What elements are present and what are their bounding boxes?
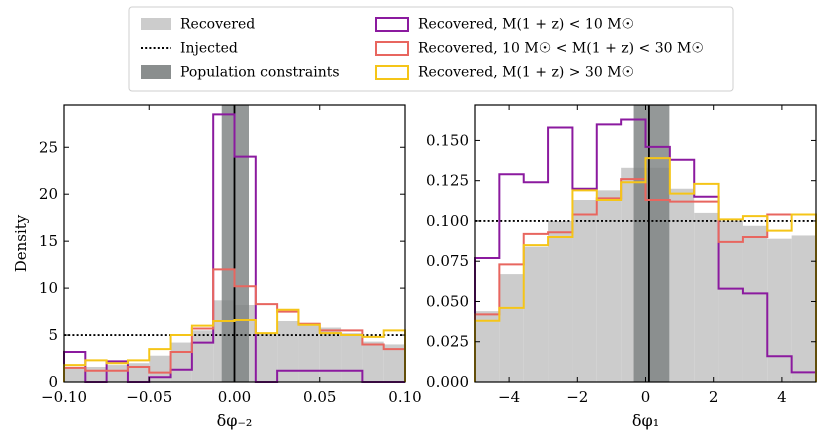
axes-frame-left [63,104,406,383]
series-step-high-mass-left [63,308,406,382]
recovered-bar-right-10 [718,220,743,382]
recovered-bar-right-5 [596,190,622,382]
chart-left-delta-phi-minus2: −0.10 −0.05 0.00 0.05 0.10 0 5 10 15 20 25 δφ₋₂ De… [12,104,422,430]
y-tick-label-left-5: 25 [39,138,58,156]
recovered-bar-left-15 [383,344,405,382]
y-axis-label-left: Density [12,214,30,272]
x-tick-label-right-1: −2 [566,388,588,406]
recovered-bar-left-5 [170,342,192,382]
legend-label-high-mass: Recovered, M(1 + z) > 30 M☉ [418,65,634,81]
recovered-bar-left-13 [341,333,363,382]
y-tick-label-right-5: 0.125 [426,172,469,190]
recovered-bar-right-8 [669,188,695,382]
recovered-bar-right-4 [572,200,597,382]
legend-swatch-low-mass [375,17,409,32]
recovered-bar-right-11 [742,225,768,382]
x-tick-label-left-1: −0.05 [126,388,172,406]
recovered-bar-left-9 [255,333,278,382]
x-axis-label-right: δφ₁ [632,411,659,430]
y-tick-label-left-4: 20 [39,185,58,203]
legend-swatch-population [141,65,171,79]
recovered-bar-right-1 [499,274,524,382]
legend-label-injected: Injected [180,41,238,57]
x-tick-label-left-0: −0.10 [41,388,87,406]
recovered-bar-right-12 [767,238,792,382]
population-band-right [633,105,670,382]
y-tick-label-left-0: 0 [48,373,58,391]
legend-label-population: Population constraints [180,65,340,81]
y-tick-label-right-0: 0.000 [426,373,469,391]
recovered-bar-left-6 [191,330,214,382]
series-step-low-mass-left [63,113,405,383]
legend-frame [128,6,734,92]
recovered-bar-left-14 [362,341,384,382]
axes-frame-right [474,104,817,383]
y-tick-label-left-1: 5 [48,326,58,344]
recovered-bar-right-3 [548,220,573,382]
recovered-bar-left-4 [149,355,171,382]
series-step-high-mass-right [474,157,817,382]
y-tick-label-right-6: 0.150 [426,131,469,149]
y-tick-label-right-3: 0.075 [426,252,469,270]
y-tick-label-right-4: 0.100 [426,212,469,230]
recovered-bar-right-0 [475,311,500,382]
recovered-bar-left-1 [85,366,107,382]
legend-swatch-recovered [141,18,171,30]
y-tick-label-right-1: 0.025 [426,333,469,351]
x-tick-label-right-2: 0 [641,388,651,406]
y-tick-label-left-2: 10 [39,279,58,297]
legend-swatch-mid-mass [375,41,409,56]
x-axis-label-left: δφ₋₂ [217,411,253,430]
recovered-bar-left-10 [277,320,299,382]
legend: Recovered Injected Population constraint… [128,6,734,92]
legend-label-recovered: Recovered [180,17,255,33]
recovered-bar-right-2 [523,246,549,382]
recovered-bar-right-9 [694,212,719,382]
recovered-bar-right-13 [791,235,816,382]
recovered-bar-left-11 [298,322,320,382]
x-tick-label-left-2: 0.00 [218,388,251,406]
series-step-mid-mass-left [63,268,406,382]
x-tick-label-left-4: 0.10 [388,388,421,406]
y-tick-label-right-2: 0.050 [426,292,469,310]
recovered-bar-left-12 [319,327,342,382]
recovered-bar-left-0 [64,367,86,382]
y-tick-label-left-3: 15 [39,232,58,250]
legend-label-mid-mass: Recovered, 10 M☉ < M(1 + z) < 30 M☉ [418,41,704,57]
chart-right-delta-phi-1: −4 −2 0 2 4 0.000 0.025 0.050 0.075 0.100 0.125 0.1… [426,104,817,430]
x-tick-label-right-4: 4 [777,388,787,406]
legend-swatch-high-mass [375,65,409,80]
x-tick-label-right-3: 2 [709,388,719,406]
x-tick-label-left-3: 0.05 [303,388,336,406]
recovered-bar-left-2 [106,365,128,382]
legend-label-low-mass: Recovered, M(1 + z) < 10 M☉ [418,17,634,33]
series-step-low-mass-right [474,118,817,382]
x-tick-label-right-0: −4 [498,388,520,406]
